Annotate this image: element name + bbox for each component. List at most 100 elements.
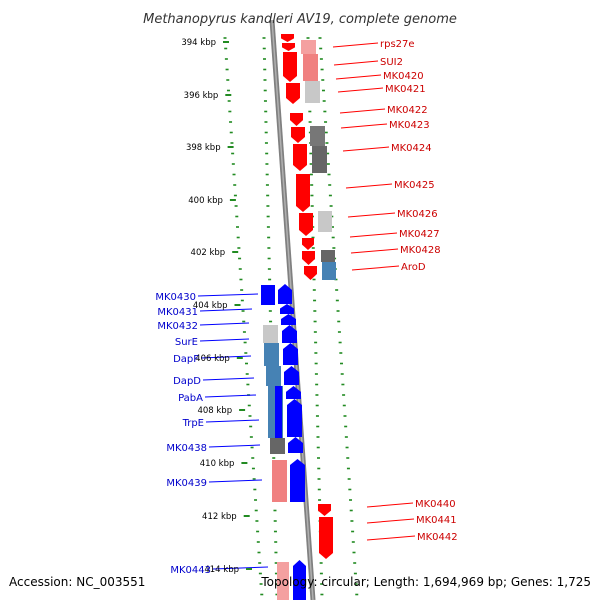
gene-label-forward: MK0440	[415, 499, 456, 510]
label-connector	[366, 535, 416, 541]
topology-text: Topology: circular; Length: 1,694,969 bp…	[260, 575, 591, 589]
gene-arrow-reverse	[288, 437, 303, 453]
gene-label-forward: SUI2	[380, 57, 403, 68]
scale-label: 404 kbp	[193, 301, 228, 311]
gene-arrow-forward	[281, 34, 294, 42]
gene-arrow-reverse	[280, 304, 294, 314]
label-connector	[200, 355, 252, 359]
label-connector	[199, 338, 250, 342]
label-connector	[332, 42, 379, 48]
scale-labels: 394 kbp 396 kbp 398 kbp 400 kbp 402 kbp 404 k…	[181, 38, 252, 575]
accession-text: Accession: NC_003551	[9, 575, 145, 589]
gene-label-reverse: MK0432	[157, 321, 198, 332]
gene-label-reverse: MK0443	[170, 565, 211, 576]
label-connector	[204, 394, 257, 398]
label-connector	[205, 419, 260, 423]
scale-label: 414 kbp	[204, 565, 239, 575]
gene-block	[303, 54, 318, 81]
gene-block	[272, 460, 287, 502]
label-connector	[366, 518, 415, 524]
gene-arrow-reverse	[282, 325, 297, 343]
label-connector	[366, 502, 414, 508]
gene-arrow-reverse	[278, 284, 292, 304]
gene-arrow-reverse	[287, 399, 302, 437]
gene-block	[275, 386, 282, 438]
gene-label-reverse: MK0431	[157, 307, 198, 318]
gene-block	[261, 285, 275, 305]
gene-block	[301, 40, 316, 54]
gene-label-forward: MK0427	[399, 229, 440, 240]
scale-label: 406 kbp	[195, 354, 230, 364]
gene-label-forward: MK0428	[400, 245, 441, 256]
label-connector	[335, 74, 382, 80]
scale-label: 410 kbp	[200, 459, 235, 469]
scale-label: 412 kbp	[202, 512, 237, 522]
label-connector	[345, 183, 393, 189]
gene-arrow-reverse	[281, 314, 296, 325]
gene-arrow-reverse	[283, 343, 298, 365]
gene-arrow-forward	[282, 43, 295, 51]
gene-label-reverse: DapD	[173, 376, 201, 387]
label-connector	[199, 308, 253, 312]
gene-label-reverse: MK0439	[166, 478, 207, 489]
gene-label-forward: MK0426	[397, 209, 438, 220]
gene-glyphs	[261, 34, 336, 600]
label-connector	[208, 444, 261, 448]
label-connector	[347, 212, 396, 218]
scale-label: 396 kbp	[184, 91, 219, 101]
gene-arrow-reverse	[293, 560, 306, 600]
gene-label-forward: MK0421	[385, 84, 426, 95]
label-connector	[333, 60, 379, 66]
label-connector	[208, 479, 263, 483]
scale-label: 408 kbp	[197, 406, 232, 416]
gene-block	[270, 438, 285, 454]
gene-label-reverse: DapF	[173, 354, 199, 365]
label-connector	[342, 146, 390, 152]
scale-label: 394 kbp	[181, 38, 216, 48]
gene-arrow-forward	[304, 266, 317, 280]
gene-block	[312, 146, 327, 173]
gene-arrow-forward	[293, 144, 307, 171]
gene-block	[322, 262, 336, 280]
label-connector	[349, 232, 398, 238]
label-connector	[337, 87, 384, 93]
gene-label-forward: MK0423	[389, 120, 430, 131]
scale-label: 402 kbp	[191, 248, 226, 258]
label-connector	[339, 108, 386, 114]
gene-label-forward: AroD	[401, 262, 426, 273]
label-connector	[212, 566, 269, 570]
gene-arrow-forward	[296, 174, 310, 212]
scale-label: 398 kbp	[186, 143, 221, 153]
gene-block	[310, 126, 325, 146]
gene-block	[277, 562, 289, 600]
label-connector	[197, 293, 259, 297]
gene-arrow-forward	[302, 251, 315, 265]
gene-label-reverse: MK0438	[166, 443, 207, 454]
label-connector	[351, 265, 400, 271]
gene-label-forward: rps27e	[380, 39, 415, 50]
gene-label-forward: MK0442	[417, 532, 458, 543]
gene-arrow-forward	[319, 517, 333, 559]
label-connector	[340, 123, 388, 129]
gene-arrow-forward	[290, 113, 303, 126]
gene-arrow-reverse	[286, 386, 301, 399]
gene-block	[263, 325, 278, 343]
gene-label-forward: MK0441	[416, 515, 457, 526]
gene-arrow-forward	[302, 238, 314, 250]
gene-block	[321, 250, 335, 262]
gene-block	[318, 211, 332, 232]
gene-arrow-reverse	[290, 459, 305, 502]
gene-label-reverse: SurE	[175, 337, 198, 348]
label-connector	[202, 377, 255, 381]
gene-label-forward: MK0420	[383, 71, 424, 82]
gene-label-forward: MK0422	[387, 105, 428, 116]
gene-arrow-forward	[283, 52, 297, 82]
gene-arrow-forward	[286, 83, 300, 104]
gene-label-reverse: TrpE	[182, 418, 204, 429]
gene-label-forward: MK0425	[394, 180, 435, 191]
gene-arrow-forward	[299, 213, 313, 236]
gene-label-reverse: MK0430	[155, 292, 196, 303]
gene-block	[305, 81, 320, 103]
